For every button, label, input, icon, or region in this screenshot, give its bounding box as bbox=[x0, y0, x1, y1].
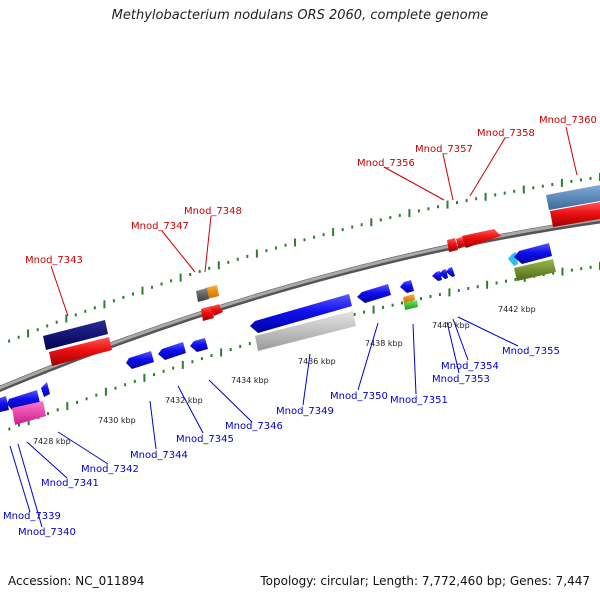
gene-label-mnod-7358[interactable]: Mnod_7358 bbox=[477, 128, 535, 139]
gene-label-mnod-7344[interactable]: Mnod_7344 bbox=[130, 450, 188, 461]
kbp-label: 7430 kbp bbox=[98, 416, 136, 425]
gene-mnod-7343-red[interactable] bbox=[49, 337, 112, 366]
gene-mnod-7360-red[interactable] bbox=[550, 202, 600, 227]
kbp-label: 7436 kbp bbox=[298, 357, 336, 366]
gene-label-mnod-7345[interactable]: Mnod_7345 bbox=[176, 434, 234, 445]
genome-map: 7428 kbp 7430 kbp 7432 kbp 7434 kbp 7436… bbox=[0, 115, 600, 538]
gene-mnod-7347-orange[interactable] bbox=[205, 285, 219, 299]
top-gene-labels: Mnod_7343 Mnod_7347 Mnod_7348 Mnod_7356 … bbox=[25, 115, 597, 266]
kbp-label: 7434 kbp bbox=[231, 376, 269, 385]
gene-mnod-7347-grey[interactable] bbox=[196, 288, 209, 302]
gene-mnod-7355-blue[interactable] bbox=[446, 267, 455, 277]
gene-label-mnod-7355[interactable]: Mnod_7355 bbox=[502, 346, 560, 357]
gene-mnod-7349-grey[interactable] bbox=[255, 311, 356, 351]
gene-mnod-7360-steel[interactable] bbox=[546, 185, 600, 210]
gene-mnod-7351-blue[interactable] bbox=[400, 280, 414, 293]
gene-label-mnod-7354[interactable]: Mnod_7354 bbox=[441, 361, 499, 372]
gene-mnod-7342-blue[interactable] bbox=[41, 382, 50, 397]
gene-mnod-7351-green[interactable] bbox=[404, 300, 418, 310]
gene-label-mnod-7348[interactable]: Mnod_7348 bbox=[184, 206, 242, 217]
gene-label-mnod-7360[interactable]: Mnod_7360 bbox=[539, 115, 597, 126]
gene-label-mnod-7353[interactable]: Mnod_7353 bbox=[432, 374, 490, 385]
kbp-label: 7442 kbp bbox=[498, 305, 536, 314]
kbp-labels: 7428 kbp 7430 kbp 7432 kbp 7434 kbp 7436… bbox=[33, 305, 536, 446]
gene-mnod-7341-pink[interactable] bbox=[12, 401, 46, 425]
gene-label-mnod-7339[interactable]: Mnod_7339 bbox=[3, 511, 61, 522]
gene-mnod-7345-blue[interactable] bbox=[158, 342, 186, 360]
gene-mnod-7339-blue[interactable] bbox=[0, 396, 9, 412]
gene-blue-large[interactable] bbox=[514, 243, 552, 264]
accession-text: Accession: NC_011894 bbox=[8, 574, 145, 588]
gene-mnod-7356-red[interactable] bbox=[447, 238, 458, 252]
gene-mnod-7348-red[interactable] bbox=[201, 306, 214, 321]
bottom-gene-labels: Mnod_7339 Mnod_7340 Mnod_7341 Mnod_7342 … bbox=[3, 346, 560, 538]
gene-mnod-7343-navy[interactable] bbox=[43, 320, 108, 350]
gene-mnod-7350-blue[interactable] bbox=[357, 284, 391, 303]
page-title: Methylobacterium nodulans ORS 2060, comp… bbox=[111, 8, 489, 23]
bottom-leader-lines bbox=[9, 316, 519, 528]
gene-label-mnod-7357[interactable]: Mnod_7357 bbox=[415, 144, 473, 155]
gene-mnod-7358-red[interactable] bbox=[462, 229, 501, 248]
gene-label-mnod-7341[interactable]: Mnod_7341 bbox=[41, 478, 99, 489]
gene-mnod-7349-blue[interactable] bbox=[250, 294, 352, 333]
kbp-label: 7432 kbp bbox=[165, 396, 203, 405]
gene-label-mnod-7347[interactable]: Mnod_7347 bbox=[131, 221, 189, 232]
gene-mnod-7351-orange[interactable] bbox=[403, 294, 415, 303]
genome-summary-text: Topology: circular; Length: 7,772,460 bp… bbox=[260, 574, 590, 588]
gene-label-mnod-7342[interactable]: Mnod_7342 bbox=[81, 464, 139, 475]
gene-label-mnod-7351[interactable]: Mnod_7351 bbox=[390, 395, 448, 406]
gene-label-mnod-7350[interactable]: Mnod_7350 bbox=[330, 391, 388, 402]
gene-label-mnod-7349[interactable]: Mnod_7349 bbox=[276, 406, 334, 417]
gene-mnod-7348-red-b[interactable] bbox=[210, 304, 223, 316]
lower-strand-features bbox=[0, 243, 556, 425]
gene-label-mnod-7343[interactable]: Mnod_7343 bbox=[25, 255, 83, 266]
gene-label-mnod-7346[interactable]: Mnod_7346 bbox=[225, 421, 283, 432]
gene-mnod-7344-blue[interactable] bbox=[126, 351, 154, 369]
top-leader-lines bbox=[50, 126, 578, 317]
gene-mnod-7346-blue[interactable] bbox=[190, 338, 208, 352]
upper-strand-features bbox=[43, 185, 600, 366]
kbp-label: 7428 kbp bbox=[33, 437, 71, 446]
gene-mnod-7354-blue[interactable] bbox=[439, 269, 448, 279]
top-tick-row bbox=[8, 173, 600, 343]
gene-label-mnod-7340[interactable]: Mnod_7340 bbox=[18, 527, 76, 538]
kbp-label: 7440 kbp bbox=[432, 321, 470, 330]
gene-olive[interactable] bbox=[514, 259, 556, 281]
kbp-label: 7438 kbp bbox=[365, 339, 403, 348]
gene-label-mnod-7356[interactable]: Mnod_7356 bbox=[357, 158, 415, 169]
